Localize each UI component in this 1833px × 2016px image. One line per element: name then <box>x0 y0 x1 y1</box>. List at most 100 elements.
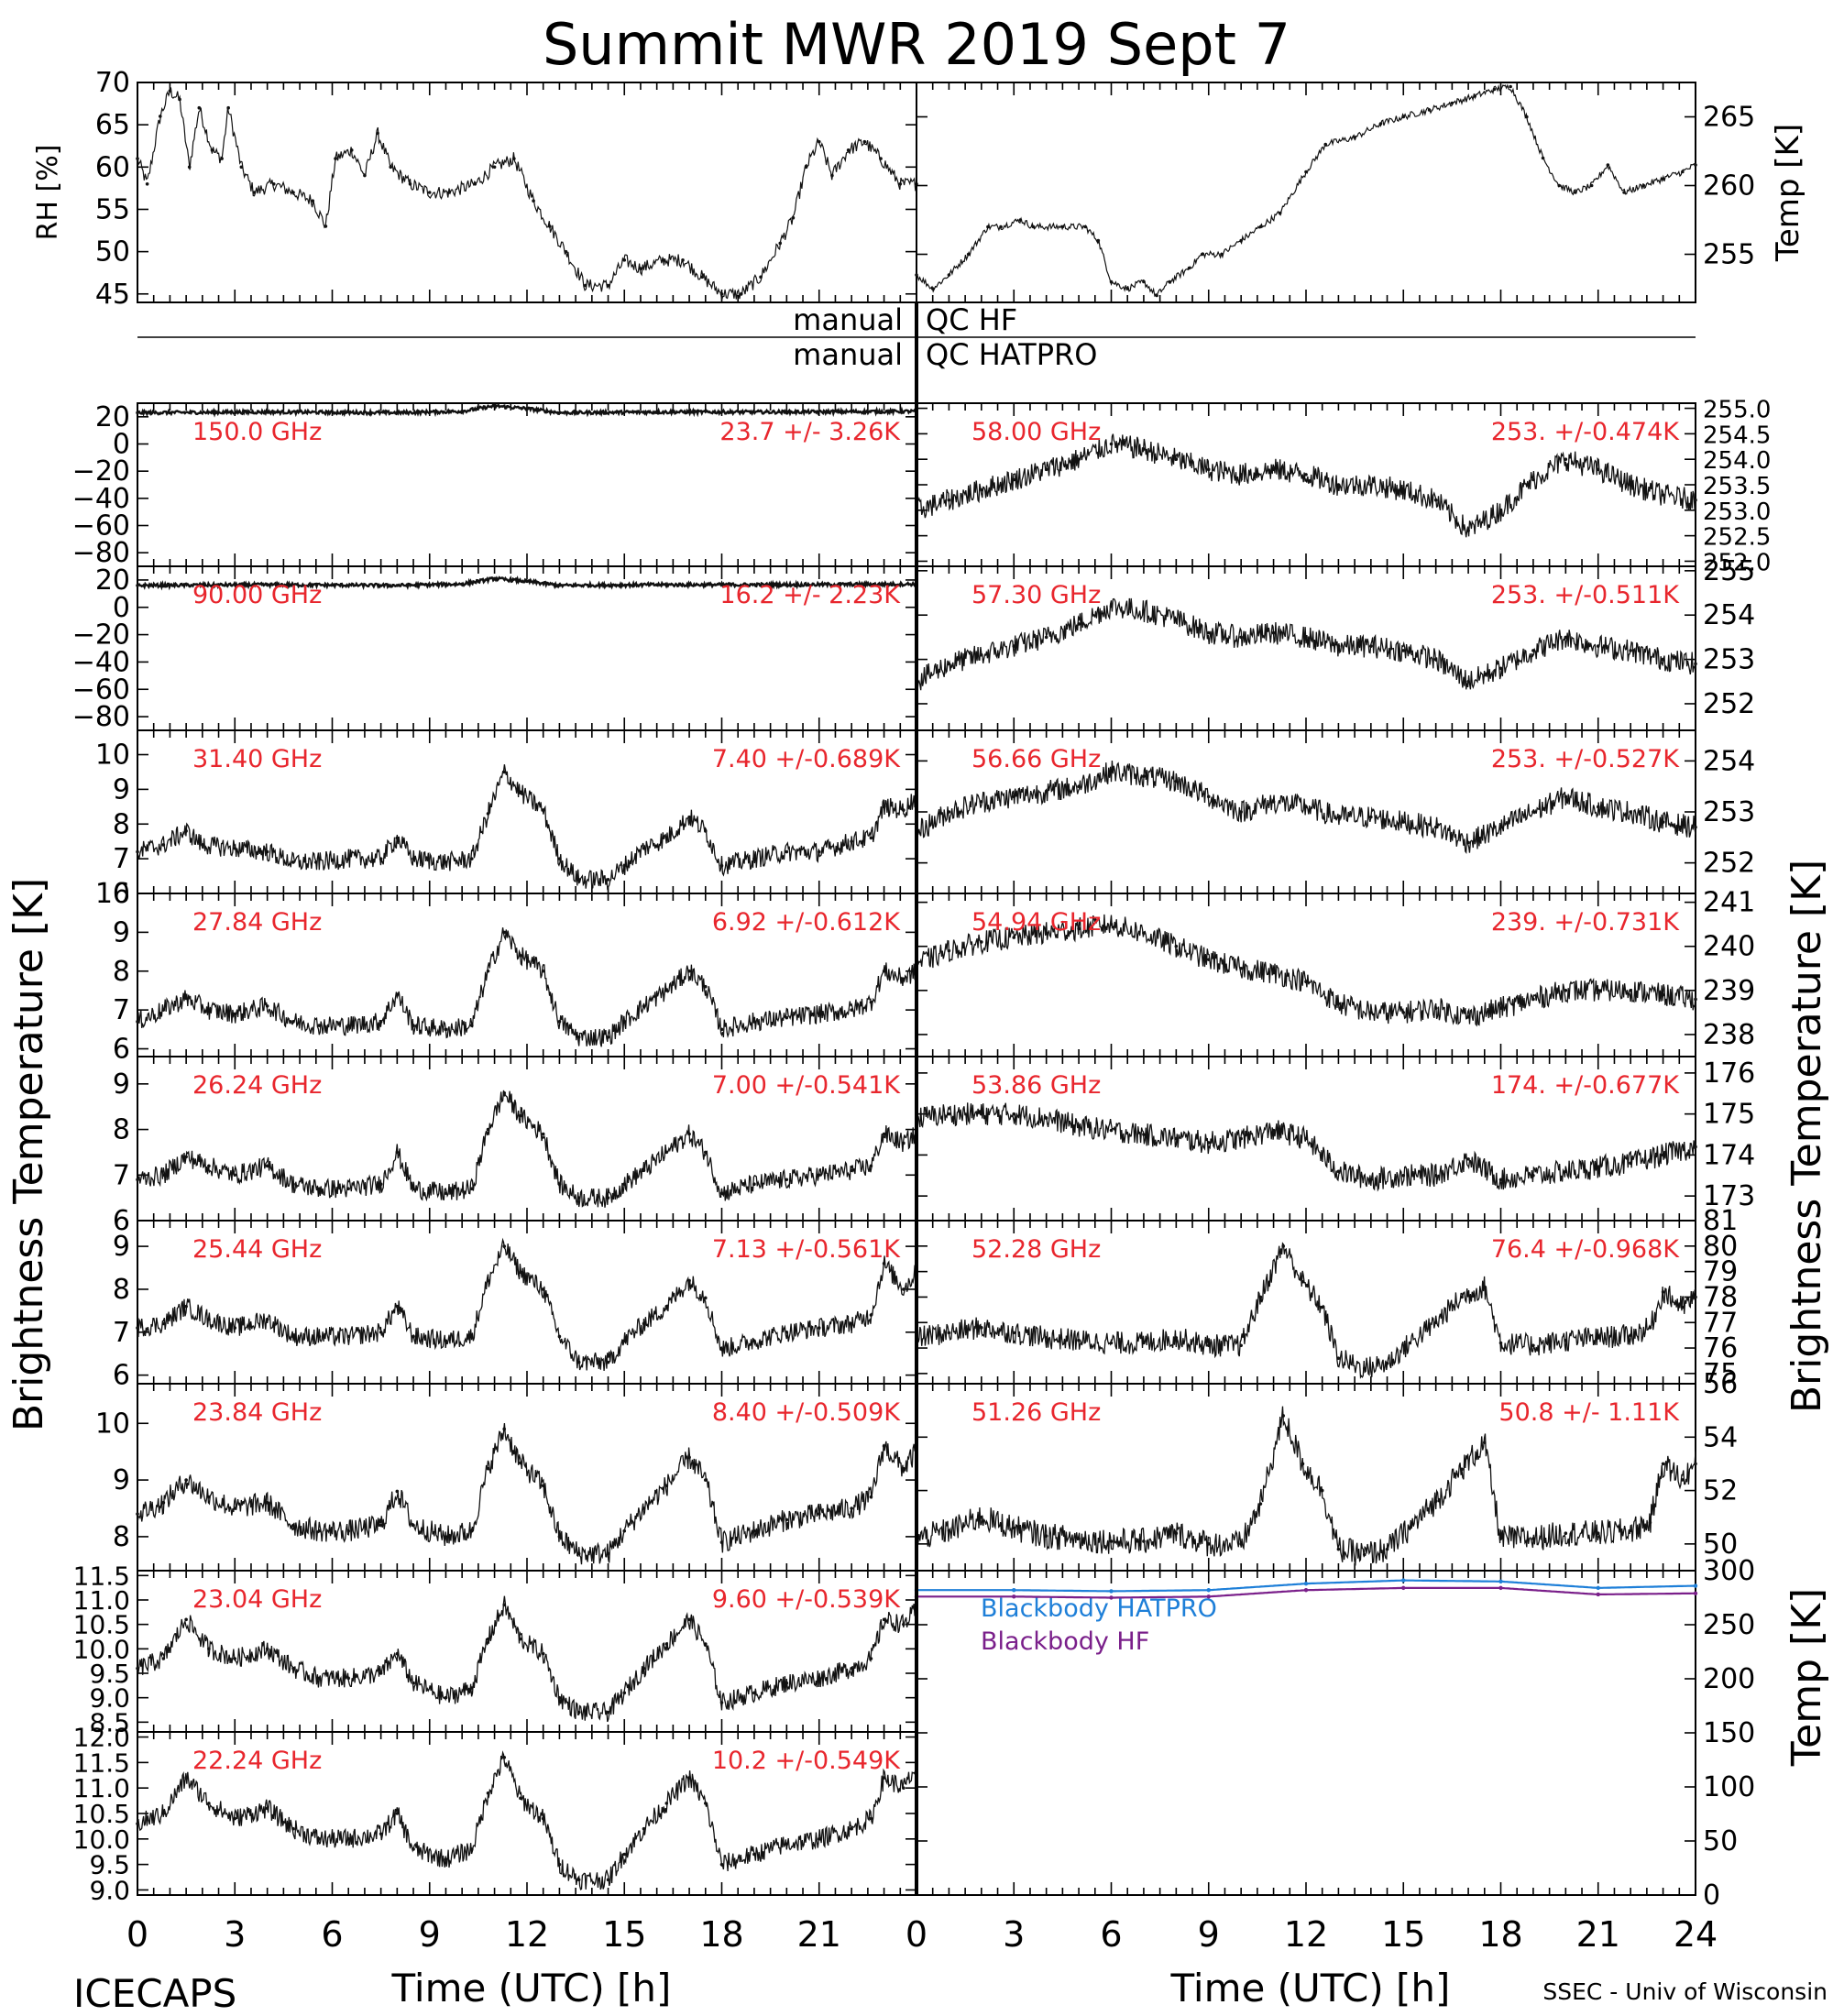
data-point <box>557 584 562 587</box>
data-point <box>703 1478 708 1482</box>
data-point <box>317 1187 322 1190</box>
x-tick-label: 18 <box>1478 1914 1522 1955</box>
data-point <box>785 1842 789 1846</box>
data-point <box>1408 1526 1412 1530</box>
frequency-label: 25.44 GHz <box>192 1235 322 1264</box>
data-point <box>1281 1244 1286 1248</box>
data-point <box>1596 805 1600 809</box>
data-point <box>664 1304 669 1309</box>
data-point <box>1401 488 1406 492</box>
frequency-label: 57.30 GHz <box>971 581 1101 609</box>
data-point <box>1369 483 1373 487</box>
data-point <box>583 283 587 288</box>
data-point <box>1320 1305 1324 1309</box>
data-point <box>412 1187 415 1190</box>
data-point <box>1336 483 1341 487</box>
data-point <box>1303 1588 1309 1593</box>
data-point <box>1303 1581 1309 1586</box>
data-point <box>486 812 490 816</box>
data-point <box>719 1701 724 1704</box>
data-point <box>1629 483 1632 487</box>
y-tick-label: 100 <box>1703 1771 1755 1803</box>
data-point <box>703 1802 708 1805</box>
data-point <box>395 411 400 415</box>
data-point <box>265 1317 269 1321</box>
data-point <box>346 1837 351 1841</box>
y-tick-label: 10 <box>95 1408 130 1440</box>
x-tick-label: 18 <box>699 1914 743 1955</box>
x-tick-label: 6 <box>1100 1914 1122 1955</box>
data-point <box>557 857 562 860</box>
data-point <box>850 1008 853 1012</box>
data-point <box>606 1878 610 1882</box>
y-tick-label: 77 <box>1703 1307 1738 1339</box>
data-point <box>519 1113 522 1118</box>
stat-label: 7.40 +/-0.689K <box>712 745 901 773</box>
data-point <box>265 1501 269 1505</box>
data-point <box>161 1321 166 1326</box>
data-point <box>1531 1343 1535 1348</box>
data-point <box>785 583 789 586</box>
panel-f2544: 6 7 8 9 25.44 GHz 7.13 +/-0.561K <box>113 1220 918 1392</box>
data-point <box>136 1822 139 1825</box>
data-point <box>869 1495 873 1499</box>
data-point <box>1589 183 1594 188</box>
data-point <box>376 131 379 136</box>
data-point <box>576 1878 581 1882</box>
data-point <box>502 930 507 935</box>
data-point <box>1109 604 1114 608</box>
data-point <box>576 1710 581 1715</box>
data-line <box>137 927 916 1047</box>
data-point <box>1206 1542 1211 1546</box>
data-point <box>846 148 851 152</box>
data-point <box>1174 457 1179 461</box>
data-point <box>1142 279 1146 284</box>
data-point <box>902 1141 906 1145</box>
data-point <box>882 1617 886 1622</box>
data-point <box>469 857 474 860</box>
data-point <box>541 1816 545 1821</box>
data-point <box>687 1455 691 1460</box>
data-point <box>1271 467 1276 472</box>
data-point <box>1531 1537 1535 1540</box>
data-point <box>427 191 432 194</box>
data-point <box>1629 810 1632 814</box>
data-point <box>519 791 522 794</box>
y-tick-label: −20 <box>72 619 130 652</box>
data-point <box>1606 163 1610 167</box>
x-tick-label: 21 <box>1576 1914 1620 1955</box>
data-line <box>916 1242 1696 1379</box>
y-tick-label: 0 <box>113 592 130 624</box>
data-point <box>898 181 903 186</box>
data-point <box>178 97 181 102</box>
data-point <box>486 1127 490 1132</box>
data-point <box>291 1334 295 1339</box>
data-point <box>1401 649 1406 652</box>
data-point <box>1301 1462 1305 1466</box>
data-point <box>1278 211 1282 215</box>
data-point <box>947 273 951 277</box>
data-line <box>137 87 916 301</box>
data-point <box>642 1168 646 1173</box>
y-tick-label: 8 <box>113 1521 130 1553</box>
x-tick-label: 9 <box>419 1914 441 1955</box>
footer-right: SSEC - Univ of Wisconsin <box>1542 1978 1828 2005</box>
data-point <box>785 1330 789 1334</box>
y-tick-label: 0 <box>113 429 130 461</box>
data-point <box>879 157 883 160</box>
data-point <box>541 1484 545 1488</box>
data-point <box>1641 183 1646 188</box>
y-tick-label: −80 <box>72 537 130 569</box>
data-point <box>1142 1539 1146 1543</box>
data-point <box>1427 108 1432 112</box>
data-point <box>1304 635 1308 640</box>
data-point <box>136 1666 139 1671</box>
data-point <box>145 181 149 186</box>
data-point <box>389 165 393 170</box>
temp-axis-label-bottom: Temp [K] <box>1784 1588 1830 1767</box>
data-point <box>346 1676 351 1681</box>
y-tick-label: 252 <box>1703 848 1755 880</box>
data-point <box>1498 1006 1503 1010</box>
data-point <box>1433 657 1438 662</box>
